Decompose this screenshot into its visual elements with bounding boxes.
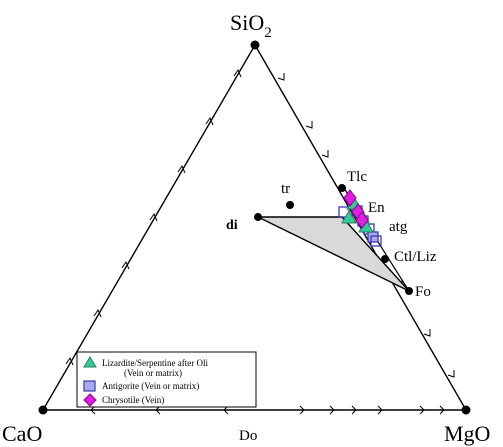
legend-item-lizardite: Lizardite/Serpentine after Oli [102, 358, 208, 368]
vertex-mgo-label: MgO [444, 421, 490, 446]
vertex-cao-dot [38, 405, 48, 415]
chrysotile-marker [355, 211, 369, 229]
point-di-label: di [226, 218, 238, 233]
point-en-label: En [368, 200, 385, 216]
point-do-label: Do [239, 428, 257, 444]
field-polygon [257, 216, 410, 292]
legend-item-lizardite-sub: (Vein or matrix) [124, 368, 182, 378]
point-tr-label: tr [281, 181, 290, 197]
vertex-mgo-dot [461, 405, 471, 415]
vertex-cao-label: CaO [2, 421, 42, 446]
point-ctl-dot [381, 255, 389, 263]
antigorite-marker [370, 235, 382, 247]
point-tr-dot [286, 201, 294, 209]
sample-cluster [338, 189, 382, 247]
vertex-sio2-label: SiO2 [230, 10, 272, 41]
ternary-frame [41, 43, 468, 411]
point-ctl-label: Ctl/Liz [394, 249, 437, 265]
legend-item-antigorite: Antigorite (Vein or matrix) [102, 381, 199, 391]
point-di-dot [254, 213, 262, 221]
legend: Lizardite/Serpentine after Oli (Vein or … [76, 351, 257, 408]
legend-diamond-icon [83, 393, 97, 407]
lizardite-marker [341, 210, 357, 224]
antigorite-marker [367, 231, 379, 243]
left-edge-arrows [65, 68, 242, 366]
point-fo-dot [405, 287, 413, 295]
point-fo-label: Fo [415, 284, 431, 300]
bottom-edge-arrows [90, 405, 445, 415]
legend-triangle-icon [83, 356, 97, 368]
legend-square-icon [83, 380, 96, 392]
legend-box [76, 351, 257, 408]
vertex-sio2-dot [250, 40, 260, 50]
point-tlc-dot [338, 184, 346, 192]
point-tlc-label: Tlc [347, 169, 367, 185]
point-atg-label: atg [389, 219, 408, 235]
chrysotile-marker [343, 189, 357, 207]
legend-item-chrysotile: Chrysotile (Vein) [102, 395, 164, 405]
